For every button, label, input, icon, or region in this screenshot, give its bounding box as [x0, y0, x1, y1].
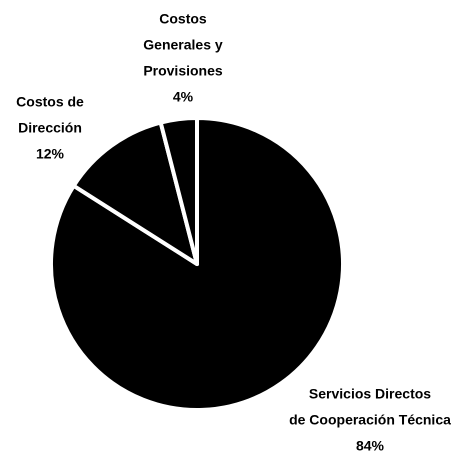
- slice-value-label: 4%: [173, 89, 194, 105]
- slice-label: Servicios Directos: [309, 386, 431, 402]
- slice-label: Dirección: [18, 120, 82, 136]
- pie-slice: [71, 120, 199, 266]
- slice-value-label: 12%: [36, 146, 65, 162]
- pie-slice: [158, 116, 199, 266]
- slice-label: Costos: [159, 11, 207, 27]
- slice-label: de Cooperación Técnica: [289, 412, 451, 428]
- slice-value-label: 84%: [356, 438, 385, 453]
- slice-label: Provisiones: [143, 63, 223, 79]
- slice-label: Generales y: [143, 37, 223, 53]
- slice-label: Costos de: [16, 94, 84, 110]
